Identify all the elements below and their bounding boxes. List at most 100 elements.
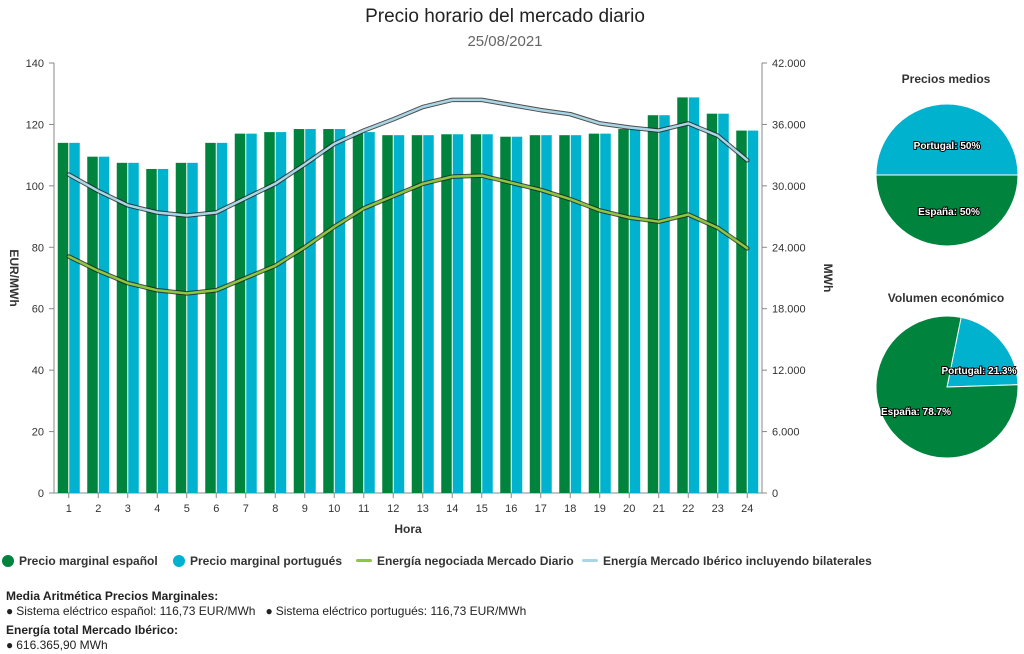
avg-prices-heading: Media Aritmética Precios Marginales: (6, 589, 218, 603)
bar-spanish-price (706, 113, 718, 493)
y2-tick-label: 18.000 (772, 304, 806, 316)
y2-tick-label: 36.000 (772, 119, 806, 131)
x-tick-label: 8 (272, 503, 278, 515)
bar-portuguese-price (511, 136, 523, 493)
bar-spanish-price (323, 129, 334, 494)
bar-portuguese-price (216, 142, 228, 493)
x-tick-label: 20 (623, 503, 635, 515)
x-tick-label: 2 (95, 503, 101, 515)
x-tick-label: 12 (387, 503, 399, 515)
y2-tick-label: 30.000 (772, 181, 806, 193)
pie-slice-portugal[interactable] (875, 103, 1019, 176)
bar-spanish-price (529, 135, 541, 493)
bar-portuguese-price (334, 129, 346, 494)
energy-total: 616.365,90 MWh (16, 638, 108, 652)
bar-spanish-price (588, 133, 600, 493)
bar-portuguese-price (452, 134, 464, 493)
legend-item-energy-iberian[interactable]: Energía Mercado Ibérico incluyendo bilat… (582, 554, 872, 568)
chart-subtitle: 25/08/2021 (467, 33, 543, 50)
pie-title-precios-medios: Precios medios (901, 72, 991, 86)
bar-spanish-price (411, 135, 423, 493)
energy-total-value: ● 616.365,90 MWh (6, 638, 108, 652)
x-tick-label: 5 (184, 503, 190, 515)
y2-tick-label: 6.000 (772, 427, 800, 439)
y-axis-title: EUR/MWh (7, 249, 21, 306)
y2-tick-label: 0 (772, 488, 778, 500)
chart-title: Precio horario del mercado diario (365, 6, 645, 27)
x-tick-label: 1 (66, 503, 72, 515)
bar-portuguese-price (157, 168, 169, 493)
bar-portuguese-price (747, 130, 759, 494)
bar-spanish-price (352, 132, 364, 493)
bar-portuguese-price (659, 115, 670, 493)
pie-slice-espana[interactable] (875, 315, 1019, 459)
x-tick-label: 16 (505, 503, 517, 515)
legend-item-spanish-price[interactable]: Precio marginal español (2, 554, 158, 568)
bar-spanish-price (382, 135, 393, 493)
avg-heading-text: Media Aritmética Precios Marginales: (6, 589, 219, 603)
bar-spanish-price (470, 134, 482, 493)
bar-spanish-price (677, 97, 688, 494)
bar-spanish-price (205, 142, 216, 493)
bullet-icon: ● (265, 604, 273, 618)
bar-spanish-price (559, 135, 570, 493)
bar-spanish-price (57, 142, 69, 493)
bar-portuguese-price (128, 162, 139, 494)
legend-portuguese-dot-icon (173, 555, 185, 567)
x-axis-title: Hora (394, 522, 422, 536)
legend-item-energy-daily[interactable]: Energía negociada Mercado Diario (356, 554, 574, 568)
bar-spanish-price (618, 129, 629, 494)
x-tick-label: 21 (653, 503, 665, 515)
y-tick-label: 140 (26, 58, 44, 70)
line-energy-iberian (67, 98, 749, 217)
energy-heading-text: Energía total Mercado Ibérico: (6, 623, 179, 637)
x-tick-label: 10 (328, 503, 340, 515)
line-energy-daily (67, 174, 749, 295)
x-tick-label: 24 (741, 503, 753, 515)
bar-portuguese-price (246, 133, 257, 493)
pie-slice-portugal[interactable] (946, 316, 1019, 388)
bar-spanish-price (293, 129, 305, 494)
pie-slice-label: España: 50% (918, 207, 980, 218)
y-tick-label: 80 (32, 242, 44, 254)
bar-portuguese-price (718, 113, 729, 493)
legend-label: Precio marginal portugués (190, 554, 343, 568)
y-tick-label: 0 (38, 488, 44, 500)
x-tick-label: 19 (594, 503, 606, 515)
x-tick-label: 18 (564, 503, 576, 515)
bar-portuguese-price (187, 162, 198, 494)
x-tick-label: 7 (243, 503, 249, 515)
bar-spanish-price (234, 133, 246, 493)
bullet-icon: ● (6, 638, 14, 652)
bar-spanish-price (146, 168, 157, 493)
bar-spanish-price (87, 156, 98, 493)
x-tick-label: 13 (417, 503, 429, 515)
x-tick-label: 23 (712, 503, 724, 515)
bar-portuguese-price (98, 156, 110, 493)
bullet-icon: ● (6, 604, 14, 618)
bar-portuguese-price (423, 135, 434, 493)
bar-portuguese-price (629, 129, 641, 494)
pie-title-volumen-economico: Volumen económico (887, 291, 1005, 305)
pie-slice-label: Portugal: 50% (914, 141, 981, 152)
chart-legend: Precio marginal español Precio marginal … (0, 554, 1000, 572)
bar-spanish-price (264, 132, 275, 493)
x-tick-label: 4 (154, 503, 160, 515)
pie-slice-espana[interactable] (875, 174, 1019, 247)
bar-spanish-price (500, 136, 511, 493)
bar-spanish-price (647, 115, 659, 493)
pie-chart-volumen-economico: Portugal: 21.3% España: 78.7% (875, 315, 1019, 459)
bar-portuguese-price (570, 135, 582, 493)
x-tick-label: 9 (302, 503, 308, 515)
x-tick-label: 3 (125, 503, 131, 515)
legend-energy-iberian-line-icon (582, 559, 598, 562)
line-energy-daily-shadow (66, 173, 750, 296)
x-tick-label: 15 (476, 503, 488, 515)
pie-slice-label: España: 78.7% (881, 407, 951, 418)
legend-item-portuguese-price[interactable]: Precio marginal portugués (173, 554, 342, 568)
avg-prices-values: ● Sistema eléctrico español: 116,73 EUR/M… (6, 604, 526, 618)
y2-tick-label: 12.000 (772, 365, 806, 377)
bar-portuguese-price (600, 133, 611, 493)
avg-portuguese: Sistema eléctrico portugués: 116,73 EUR/… (275, 604, 527, 618)
legend-spanish-dot-icon (2, 555, 14, 567)
